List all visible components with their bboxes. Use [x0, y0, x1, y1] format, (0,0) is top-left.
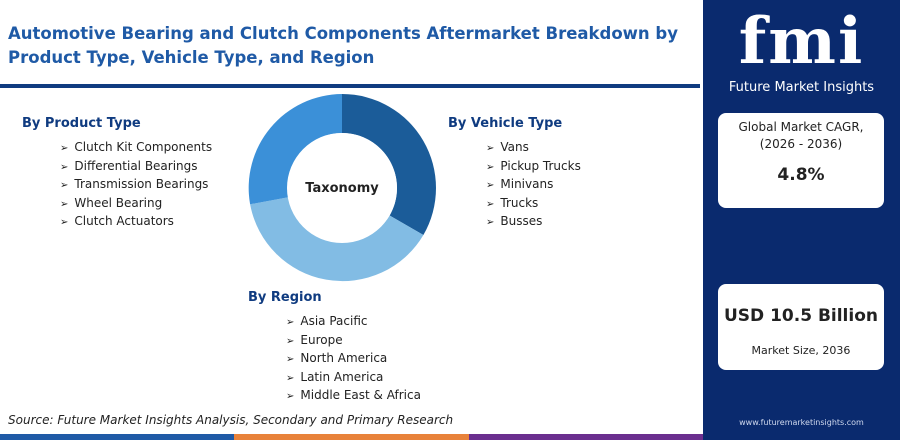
donut-hole: [287, 133, 397, 243]
group-item: Europe: [286, 332, 421, 351]
donut-segment: [250, 197, 424, 282]
group-item: Clutch Kit Components: [60, 139, 212, 158]
brand: Future Market Insights: [728, 80, 875, 95]
group-item: Middle East & Africa: [286, 387, 421, 406]
group-item: Wheel Bearing: [60, 195, 212, 214]
group-title: By Region: [248, 290, 322, 305]
group: By Product Type Clutch Kit ComponentsDiff…: [22, 116, 212, 232]
group-item: Transmission Bearings: [60, 176, 212, 195]
group-item: Differential Bearings: [60, 158, 212, 177]
donut: Taxonomy: [248, 94, 436, 282]
group-item: Latin America: [286, 369, 421, 388]
size-card: USD 10.5 Billion Market Size, 2036: [718, 284, 884, 370]
cagr-label: Global Market CAGR,: [738, 120, 864, 134]
sidebar: fmi Future Market Insights Global Market…: [703, 0, 900, 440]
group-title: By Product Type: [22, 116, 141, 131]
group: By Vehicle Type VansPickup TrucksMinivans…: [448, 116, 581, 232]
donut-segment: [248, 94, 342, 205]
title-rule: [0, 84, 700, 88]
group-item: Minivans: [486, 176, 581, 195]
source: Source: Future Market Insights Analysis,…: [8, 413, 454, 427]
group-item: Pickup Trucks: [486, 158, 580, 177]
url: www.futuremarketinsights.com: [739, 418, 864, 427]
logo: fmi: [738, 4, 865, 79]
size-label: Market Size, 2036: [751, 344, 851, 357]
donut-segment: [342, 94, 436, 235]
group-item: Vans: [486, 139, 581, 158]
size-value: USD 10.5 Billion: [724, 306, 878, 326]
stripe: [0, 434, 703, 440]
group-item: North America: [286, 350, 421, 369]
group-item: Trucks: [486, 195, 581, 214]
group-item: Clutch Actuators: [60, 213, 212, 232]
cagr-label: (2026 - 2036): [759, 137, 843, 151]
group-title: By Vehicle Type: [448, 116, 563, 131]
cagr-card: Global Market CAGR, (2026 - 2036) 4.8%: [718, 113, 884, 208]
group-item: Asia Pacific: [286, 313, 421, 332]
group: By Region Asia PacificEuropeNorth America…: [248, 290, 421, 406]
cagr-value: 4.8%: [777, 165, 825, 185]
group-list: VansPickup TrucksMinivansTrucksBusses: [448, 139, 581, 232]
center-label: Taxonomy: [305, 181, 379, 196]
title: Automotive Bearing and Clutch Components…: [8, 24, 678, 67]
group-list: Asia PacificEuropeNorth AmericaLatin Ame…: [248, 313, 421, 406]
group-list: Clutch Kit ComponentsDifferential Bearin…: [22, 139, 212, 232]
group-item: Busses: [486, 213, 581, 232]
